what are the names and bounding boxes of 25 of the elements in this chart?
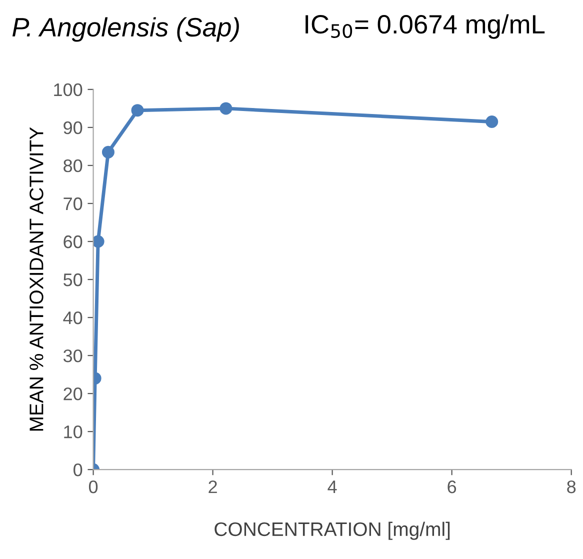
x-tick-label: 8 bbox=[567, 480, 576, 494]
y-tick-label: 50 bbox=[64, 273, 82, 286]
y-axis-title: MEAN % ANTIOXIDANT ACTIVITY bbox=[30, 127, 44, 431]
point bbox=[102, 146, 114, 158]
x-tick-label: 2 bbox=[208, 480, 217, 494]
x-axis-title: CONCENTRATION [mg/ml] bbox=[214, 522, 450, 540]
y-tick-label: 90 bbox=[64, 121, 82, 134]
y-tick-label: 0 bbox=[74, 463, 82, 476]
x-tick-label: 0 bbox=[88, 480, 98, 494]
text: IC$_{50}$= 0.0674 mg/mL bbox=[306, 14, 545, 39]
y-tick-label: 80 bbox=[64, 159, 82, 172]
y-tick-label: 100 bbox=[54, 83, 82, 96]
point bbox=[93, 235, 104, 248]
y-tick-label: 10 bbox=[64, 425, 82, 438]
point bbox=[220, 102, 232, 115]
point bbox=[486, 116, 498, 128]
point bbox=[131, 104, 144, 117]
y-tick-label: 40 bbox=[63, 311, 82, 324]
y-tick-label: 70 bbox=[64, 197, 82, 210]
x-tick-label: 4 bbox=[328, 480, 337, 494]
y-tick-label: 60 bbox=[64, 235, 82, 248]
y-tick-label: 30 bbox=[63, 349, 82, 362]
y-tick-label: 20 bbox=[64, 387, 82, 400]
x-tick-label: 6 bbox=[448, 480, 456, 494]
chart-title: P. Angolensis (Sap) bbox=[12, 17, 239, 42]
